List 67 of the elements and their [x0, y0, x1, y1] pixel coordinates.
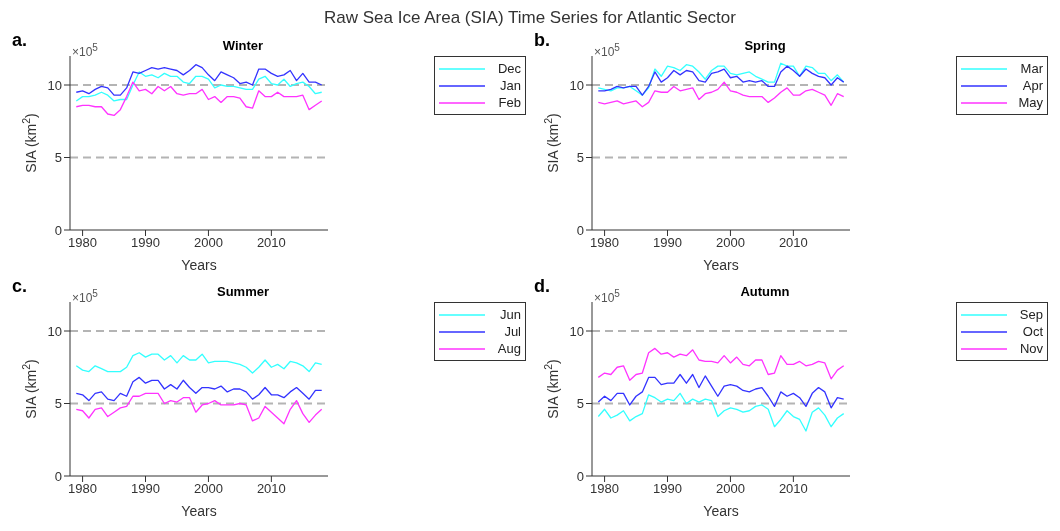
text: Raw Sea Ice Area (SIA) Time Series for Atlantic Sector	[323, 8, 737, 29]
y-tick-label: 5	[576, 396, 584, 412]
y-tick-label: 5	[576, 150, 584, 166]
x-axis-title: Years	[703, 503, 739, 519]
x-tick-label: 1980	[590, 481, 620, 497]
y-tick-label: 10	[47, 77, 62, 93]
chart-title: Summer	[216, 284, 270, 299]
text: a.	[12, 30, 28, 51]
line-series	[597, 81, 845, 108]
x-tick-label: 1980	[68, 481, 98, 497]
text: c.	[12, 276, 28, 297]
line-series	[597, 347, 845, 381]
legend-label: Oct	[1022, 323, 1043, 340]
line-series	[597, 392, 845, 432]
annotation: ×10$^{5}$	[594, 288, 620, 305]
x-tick-label: 1980	[68, 235, 98, 251]
legend-label: Apr	[1022, 77, 1043, 94]
y-tick-label: 10	[47, 323, 62, 339]
legend-label: Dec	[497, 60, 521, 77]
legend-label: Nov	[1019, 340, 1043, 357]
y-tick-label: 0	[54, 222, 62, 238]
x-tick-label: 2000	[715, 481, 745, 497]
x-tick-label: 2000	[193, 235, 223, 251]
legend-label: Sep	[1019, 306, 1043, 323]
line-series	[75, 71, 323, 102]
x-tick-label: 2000	[193, 481, 223, 497]
legend-label: May	[1018, 94, 1043, 111]
text: b.	[534, 30, 550, 51]
x-tick-label: 1990	[653, 481, 682, 497]
annotation: ×10$^{5}$	[72, 42, 98, 59]
line-series	[75, 392, 323, 425]
chart-title: Autumn	[740, 284, 790, 299]
y-tick-label: 0	[54, 468, 62, 484]
legend-label: Jan	[500, 77, 521, 94]
y-tick-label: 10	[569, 77, 584, 93]
y-tick-label: 5	[54, 396, 62, 412]
x-tick-label: 1990	[131, 481, 160, 497]
x-axis-title: Years	[181, 257, 217, 273]
legend-label: Mar	[1020, 60, 1043, 77]
legend-label: Feb	[498, 94, 521, 111]
y-tick-label: 0	[576, 468, 584, 484]
x-axis-title: Years	[703, 257, 739, 273]
line-series	[75, 81, 323, 117]
line-series	[75, 352, 323, 374]
x-tick-label: 2010	[778, 481, 808, 497]
y-tick-label: 10	[569, 323, 584, 339]
line-series	[75, 376, 323, 402]
line-series	[597, 373, 845, 409]
x-axis-title: Years	[181, 503, 217, 519]
x-tick-label: 2000	[715, 235, 745, 251]
line-series	[75, 64, 323, 96]
x-tick-label: 1990	[653, 235, 682, 251]
x-tick-label: 1980	[590, 235, 620, 251]
text: d.	[534, 276, 550, 297]
legend-label: Jun	[500, 306, 521, 323]
chart-title: Spring	[744, 38, 786, 53]
x-tick-label: 2010	[778, 235, 808, 251]
x-tick-label: 2010	[256, 481, 286, 497]
legend-label: Jul	[504, 323, 521, 340]
legend-label: Aug	[497, 340, 521, 357]
y-tick-label: 0	[576, 222, 584, 238]
annotation: ×10$^{5}$	[594, 42, 620, 59]
x-tick-label: 1990	[131, 235, 160, 251]
chart-title: Winter	[222, 38, 264, 53]
x-tick-label: 2010	[256, 235, 286, 251]
y-tick-label: 5	[54, 150, 62, 166]
annotation: ×10$^{5}$	[72, 288, 98, 305]
